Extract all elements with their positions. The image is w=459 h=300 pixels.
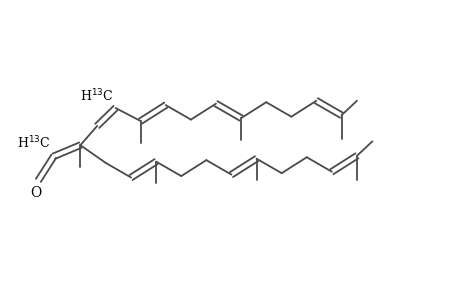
Text: H$^{13}$C: H$^{13}$C bbox=[79, 88, 113, 104]
Text: H$^{13}$C: H$^{13}$C bbox=[17, 135, 50, 152]
Text: O: O bbox=[30, 186, 41, 200]
